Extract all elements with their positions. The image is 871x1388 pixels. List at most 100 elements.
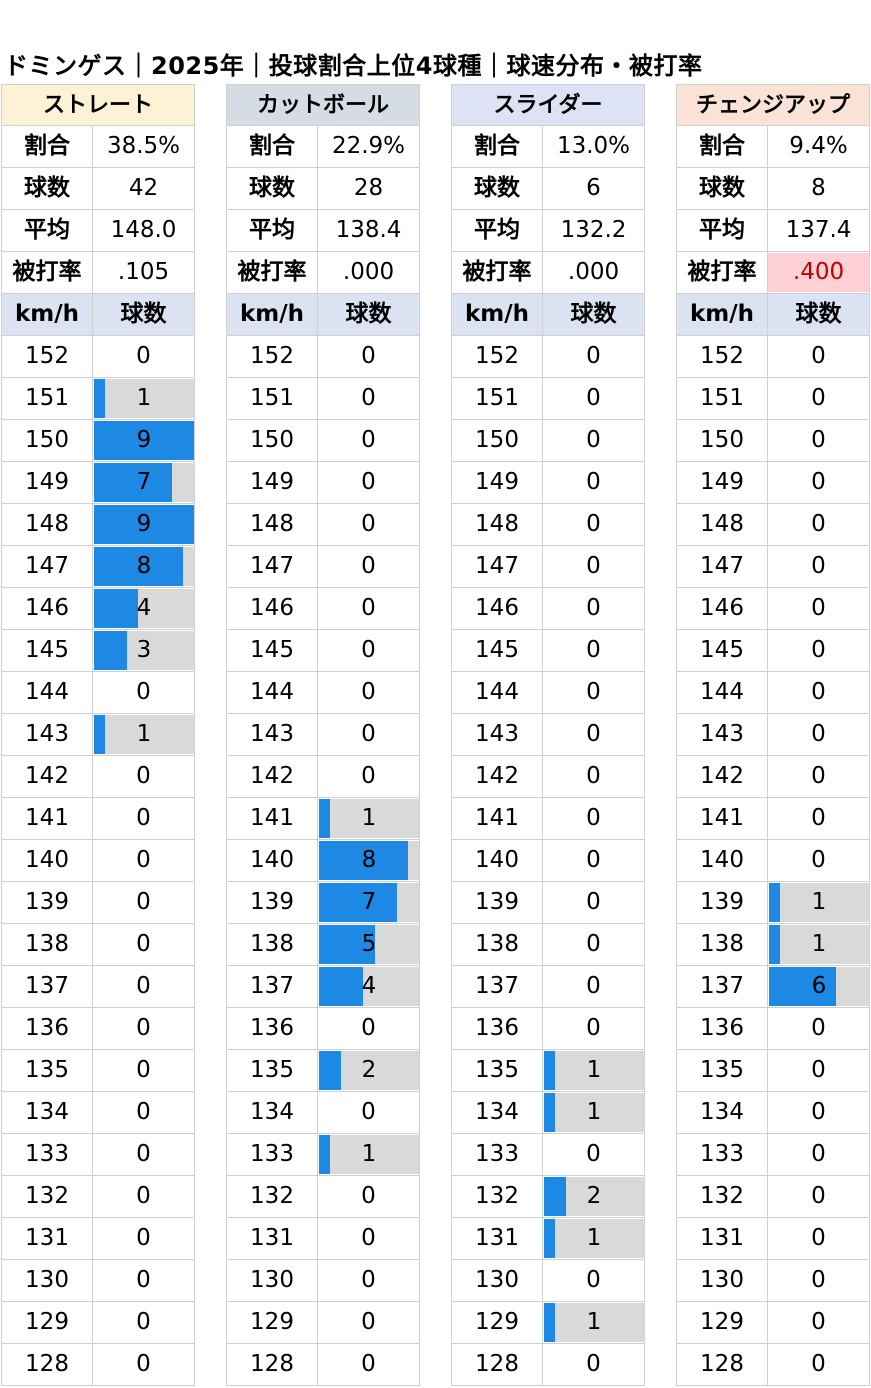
speed-row: 143 0 xyxy=(226,714,420,756)
speed-row: 140 0 xyxy=(451,840,645,882)
count-value: 0 xyxy=(361,1225,376,1251)
bar xyxy=(94,379,106,418)
count-value: 0 xyxy=(811,1057,826,1083)
stat-label: 割合 xyxy=(677,126,768,167)
pitch-panel: チェンジアップ 割合 9.4% 球数 8 平均 137.4 被打率 .400 km/h 球数 152 0… xyxy=(676,84,870,1386)
count-value: 0 xyxy=(136,1015,151,1041)
speed-row: 138 5 xyxy=(226,924,420,966)
bar-cell: 1 xyxy=(94,715,194,754)
count-value: 0 xyxy=(136,1141,151,1167)
bar xyxy=(544,1219,556,1258)
bar xyxy=(544,1303,556,1342)
count-value: 0 xyxy=(136,889,151,915)
bar-value-label: 5 xyxy=(361,931,377,957)
speed-row: 145 0 xyxy=(226,630,420,672)
count-value: 0 xyxy=(586,469,601,495)
bar-value-label: 8 xyxy=(136,553,152,579)
speed-label: 135 xyxy=(452,1050,543,1091)
stat-value: 42 xyxy=(128,175,159,201)
count-value: 0 xyxy=(811,805,826,831)
count-value: 0 xyxy=(361,343,376,369)
speed-row: 139 0 xyxy=(451,882,645,924)
speed-label: 130 xyxy=(452,1260,543,1301)
speed-label: 143 xyxy=(2,714,93,755)
speed-row: 147 0 xyxy=(451,546,645,588)
bar-value-label: 1 xyxy=(586,1099,602,1125)
speed-label: 128 xyxy=(452,1344,543,1385)
stat-label: 被打率 xyxy=(2,252,93,293)
speed-row: 151 0 xyxy=(226,378,420,420)
speed-label: 132 xyxy=(452,1176,543,1217)
stat-row: 平均 137.4 xyxy=(676,210,870,252)
count-value: 0 xyxy=(586,511,601,537)
count-value: 0 xyxy=(811,1183,826,1209)
speed-row: 150 0 xyxy=(676,420,870,462)
speed-label: 151 xyxy=(227,378,318,419)
speed-row: 144 0 xyxy=(676,672,870,714)
bar-background xyxy=(94,715,194,754)
speed-label: 139 xyxy=(227,882,318,923)
bar-value-label: 3 xyxy=(136,637,152,663)
speed-row: 135 0 xyxy=(1,1050,195,1092)
pitch-panel: スライダー 割合 13.0% 球数 6 平均 132.2 被打率 .000 km/h 球数 152 0 1… xyxy=(451,84,645,1386)
count-value: 0 xyxy=(361,1309,376,1335)
speed-row: 146 0 xyxy=(226,588,420,630)
count-value: 0 xyxy=(811,427,826,453)
bar xyxy=(94,715,106,754)
count-value: 0 xyxy=(361,385,376,411)
speed-column-header: km/h xyxy=(2,294,93,335)
speed-label: 148 xyxy=(452,504,543,545)
stat-row: 平均 138.4 xyxy=(226,210,420,252)
speed-label: 146 xyxy=(452,588,543,629)
speed-label: 133 xyxy=(227,1134,318,1175)
bar-value-label: 1 xyxy=(136,721,152,747)
speed-label: 144 xyxy=(677,672,768,713)
speed-label: 139 xyxy=(2,882,93,923)
speed-label: 150 xyxy=(452,420,543,461)
bar-value-label: 1 xyxy=(586,1309,602,1335)
speed-label: 152 xyxy=(677,336,768,377)
speed-label: 140 xyxy=(227,840,318,881)
count-value: 0 xyxy=(136,1351,151,1377)
bar-cell: 1 xyxy=(544,1303,644,1342)
speed-label: 136 xyxy=(227,1008,318,1049)
count-value: 0 xyxy=(811,1141,826,1167)
speed-row: 136 0 xyxy=(676,1008,870,1050)
count-value: 0 xyxy=(811,637,826,663)
stat-value: 132.2 xyxy=(560,217,627,243)
speed-label: 147 xyxy=(452,546,543,587)
count-value: 0 xyxy=(361,763,376,789)
bar xyxy=(769,925,781,964)
bar-value-label: 2 xyxy=(586,1183,602,1209)
stat-value: .400 xyxy=(768,253,869,292)
count-value: 0 xyxy=(811,1015,826,1041)
count-value: 0 xyxy=(586,595,601,621)
count-column-header: 球数 xyxy=(93,294,194,335)
speed-row: 135 2 xyxy=(226,1050,420,1092)
bar-background xyxy=(544,1303,644,1342)
speed-row: 151 0 xyxy=(451,378,645,420)
count-value: 0 xyxy=(811,721,826,747)
bar-background xyxy=(544,1219,644,1258)
speed-row: 147 0 xyxy=(676,546,870,588)
speed-label: 137 xyxy=(2,966,93,1007)
speed-row: 152 0 xyxy=(451,336,645,378)
bar-value-label: 9 xyxy=(136,427,152,453)
speed-label: 133 xyxy=(452,1134,543,1175)
speed-row: 149 0 xyxy=(451,462,645,504)
count-value: 0 xyxy=(361,1267,376,1293)
bar-background xyxy=(319,799,419,838)
bar-value-label: 7 xyxy=(361,889,377,915)
speed-label: 136 xyxy=(677,1008,768,1049)
count-value: 0 xyxy=(811,553,826,579)
bar-cell: 8 xyxy=(94,547,194,586)
speed-label: 147 xyxy=(677,546,768,587)
speed-label: 151 xyxy=(2,378,93,419)
count-value: 0 xyxy=(586,931,601,957)
count-value: 0 xyxy=(361,1099,376,1125)
count-value: 0 xyxy=(811,847,826,873)
speed-row: 149 7 xyxy=(1,462,195,504)
speed-row: 134 0 xyxy=(676,1092,870,1134)
speed-row: 132 2 xyxy=(451,1176,645,1218)
speed-row: 148 0 xyxy=(451,504,645,546)
